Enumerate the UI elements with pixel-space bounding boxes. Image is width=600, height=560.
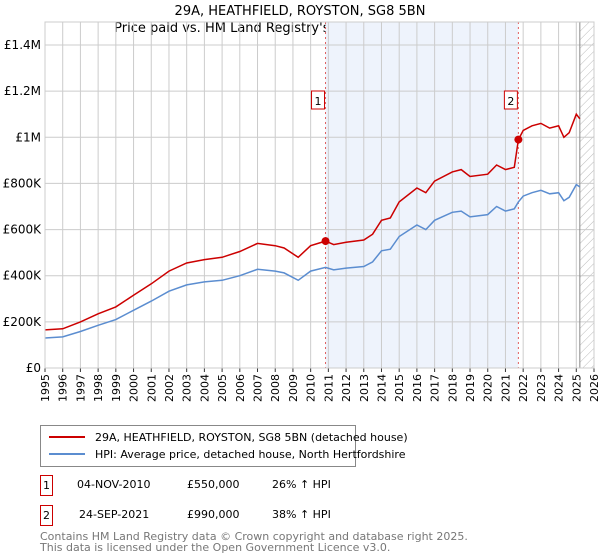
- x-tick-label: 2005: [216, 374, 229, 402]
- sale-marker-badge: 2: [40, 505, 53, 526]
- sale-annotation-label: 1: [315, 95, 322, 108]
- sale-price: £550,000: [187, 478, 240, 491]
- sale-date: 24-SEP-2021: [79, 508, 150, 521]
- x-tick-label: 1998: [92, 374, 105, 402]
- sale-price: £990,000: [187, 508, 240, 521]
- x-tick-label: 2018: [446, 374, 459, 402]
- sale-marker-badge: 1: [40, 475, 53, 496]
- x-tick-label: 2023: [535, 374, 548, 402]
- y-tick-label: £200K: [3, 315, 43, 329]
- x-tick-label: 2003: [181, 374, 194, 402]
- y-tick-label: £400K: [3, 269, 43, 283]
- x-tick-label: 2007: [252, 374, 265, 402]
- x-tick-label: 2024: [553, 374, 566, 402]
- sale-date: 04-NOV-2010: [77, 478, 151, 491]
- x-tick-label: 2011: [322, 374, 335, 402]
- legend-line-blue: [49, 453, 85, 455]
- shaded-ownership-period: [325, 22, 519, 368]
- plot-area: 1995 1996 1997 1998 1999 2000 2001 2002 2003 2004…: [3, 21, 600, 402]
- legend-item-hpi: HPI: Average price, detached house, Nort…: [49, 446, 405, 462]
- x-tick-label: 2012: [340, 374, 353, 402]
- x-tick-label: 2010: [305, 374, 318, 402]
- sale-point: [321, 237, 330, 246]
- legend-line-red: [49, 436, 85, 438]
- x-tick-label: 1997: [74, 374, 87, 402]
- y-tick-label: £1M: [15, 130, 41, 144]
- x-tick-label: 2026: [588, 374, 600, 402]
- chart-title: 29A, HEATHFIELD, ROYSTON, SG8 5BN: [174, 4, 426, 19]
- legend-label: 29A, HEATHFIELD, ROYSTON, SG8 5BN (detac…: [95, 430, 408, 444]
- x-tick-label: 1999: [110, 374, 123, 402]
- x-tick-label: 2025: [570, 374, 583, 402]
- forecast-hatch: [579, 22, 594, 368]
- x-tick-label: 2019: [464, 374, 477, 402]
- x-tick-label: 1995: [39, 374, 52, 402]
- y-tick-label: £600K: [3, 223, 43, 237]
- footer-line: Contains HM Land Registry data © Crown c…: [40, 530, 468, 543]
- x-tick-label: 2001: [145, 374, 158, 402]
- sale-annotation-box: [311, 90, 326, 110]
- x-tick-label: 2002: [163, 374, 176, 402]
- x-tick-label: 2017: [429, 374, 442, 402]
- footer: Contains HM Land Registry data © Crown c…: [40, 531, 468, 553]
- x-tick-label: 2020: [482, 374, 495, 402]
- x-tick-label: 2014: [375, 374, 388, 402]
- x-tick-label: 2022: [517, 374, 530, 402]
- footer-line: This data is licensed under the Open Gov…: [40, 541, 391, 554]
- x-tick-label: 1996: [57, 374, 70, 402]
- price-paid-line: [44, 112, 581, 331]
- y-tick-label: £1.4M: [4, 38, 41, 52]
- sale-hpi-diff: 38% ↑ HPI: [272, 508, 331, 521]
- sale-annotation-box: [503, 90, 518, 110]
- legend: 29A, HEATHFIELD, ROYSTON, SG8 5BN (detac…: [40, 425, 408, 467]
- sale-point: [514, 135, 523, 144]
- y-tick-label: £0: [26, 361, 41, 375]
- x-tick-label: 2000: [128, 374, 141, 402]
- x-tick-label: 2015: [393, 374, 406, 402]
- legend-item-property: 29A, HEATHFIELD, ROYSTON, SG8 5BN (detac…: [49, 429, 408, 445]
- legend-label: HPI: Average price, detached house, Nort…: [95, 447, 406, 461]
- sale-hpi-diff: 26% ↑ HPI: [272, 478, 331, 491]
- x-tick-label: 2016: [411, 374, 424, 402]
- y-tick-label: £1.2M: [4, 84, 41, 98]
- hpi-line: [44, 183, 581, 339]
- sale-annotation-label: 2: [507, 95, 514, 108]
- x-tick-label: 2009: [287, 374, 300, 402]
- x-tick-label: 2006: [234, 374, 247, 402]
- x-tick-label: 2021: [499, 374, 512, 402]
- x-tick-label: 2008: [269, 374, 282, 402]
- x-tick-label: 2013: [358, 374, 371, 402]
- y-tick-label: £800K: [3, 176, 43, 190]
- x-tick-label: 2004: [198, 374, 211, 402]
- plot-border: [44, 21, 595, 369]
